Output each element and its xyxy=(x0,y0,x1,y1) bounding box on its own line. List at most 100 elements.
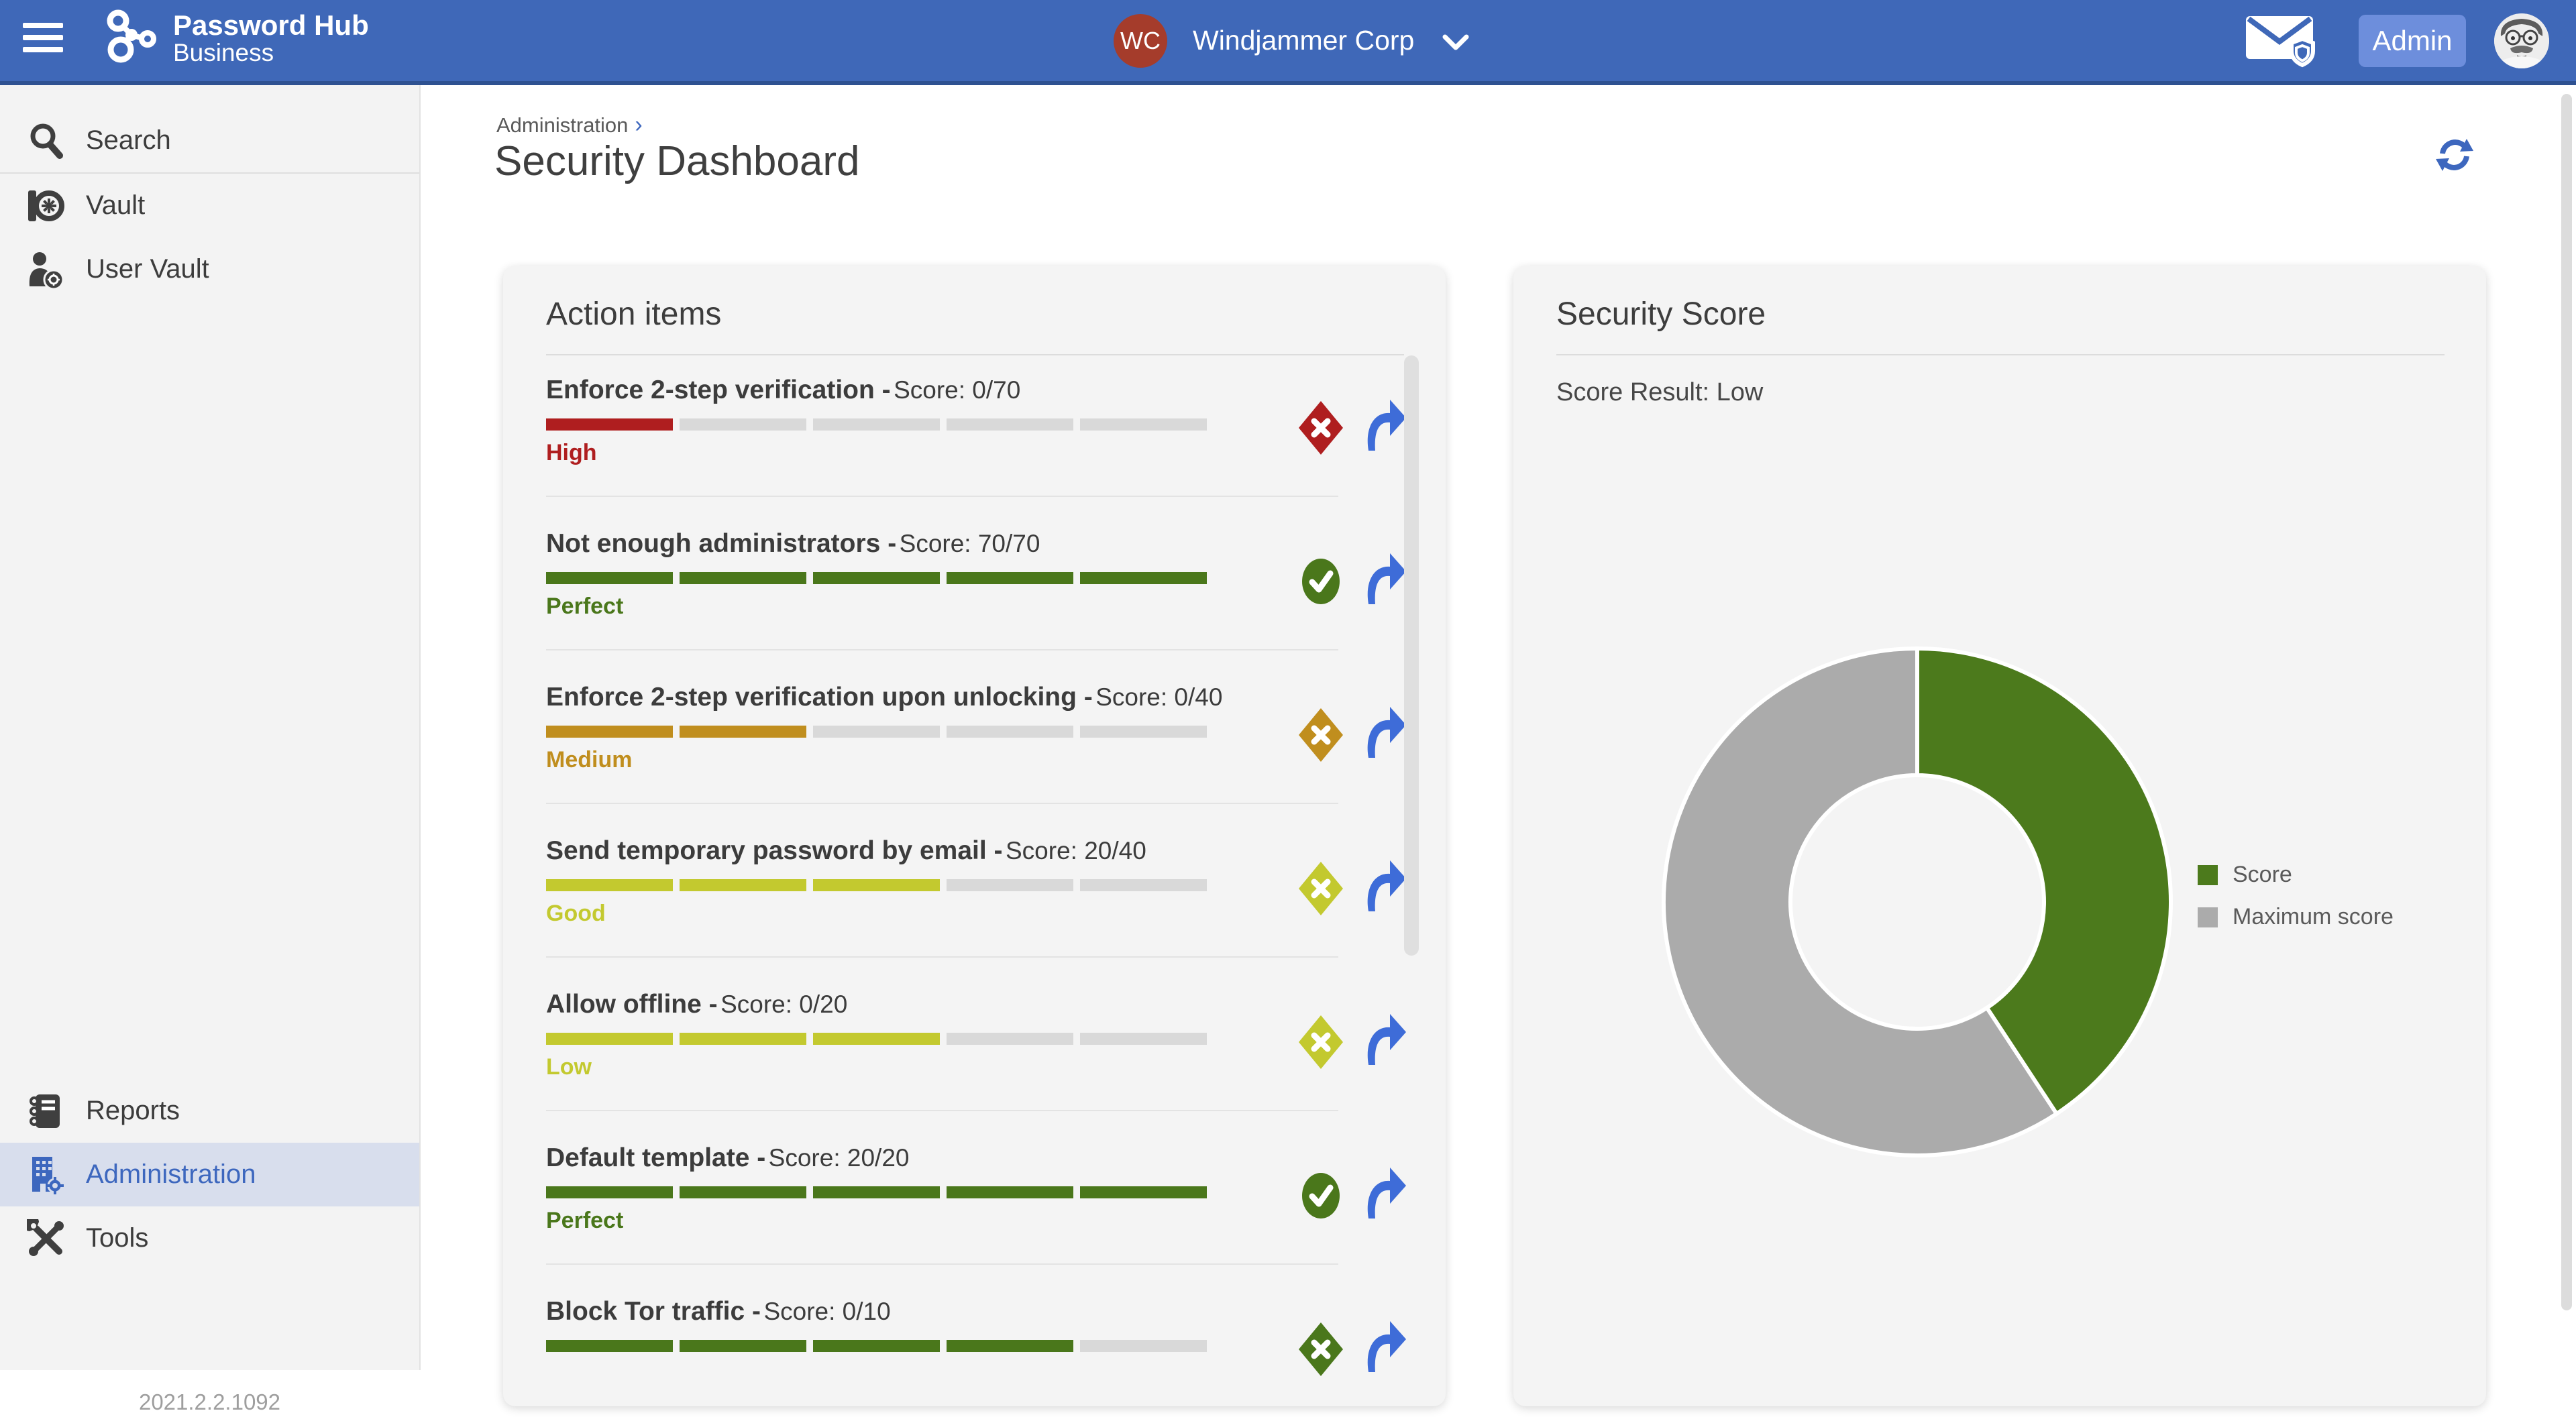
action-item-row: Send temporary password by email - Score… xyxy=(546,803,1406,956)
severity-label: Medium xyxy=(546,747,633,773)
progress-segment xyxy=(813,1033,940,1045)
progress-segment xyxy=(680,726,806,738)
resolve-arrow-icon[interactable] xyxy=(1360,1317,1409,1376)
list-scrollbar[interactable] xyxy=(1404,355,1419,956)
sidebar-item-administration[interactable]: Administration xyxy=(0,1143,419,1206)
resolve-arrow-icon[interactable] xyxy=(1360,549,1409,608)
severity-progress-bar xyxy=(546,418,1207,431)
action-item-title: Enforce 2-step verification - xyxy=(546,376,891,404)
resolve-arrow-icon[interactable] xyxy=(1360,1164,1409,1223)
app-version: 2021.2.2.1092 xyxy=(138,1390,281,1414)
action-item-score: Score: 0/70 xyxy=(894,376,1021,404)
brand-name: Password Hub xyxy=(173,9,369,42)
progress-segment xyxy=(1080,726,1207,738)
score-result-text: Score Result: Low xyxy=(1556,378,1764,406)
legend-label: Maximum score xyxy=(2233,904,2394,929)
chart-legend: Score Maximum score xyxy=(2198,862,2394,946)
action-items-list: Enforce 2-step verification - Score: 0/7… xyxy=(503,355,1446,1417)
progress-segment xyxy=(813,879,940,891)
sidebar-item-label: Search xyxy=(86,125,171,155)
action-item-row: Enforce 2-step verification - Score: 0/7… xyxy=(546,355,1406,496)
action-item-row: Enforce 2-step verification upon unlocki… xyxy=(546,649,1406,803)
severity-progress-bar xyxy=(546,1186,1207,1198)
progress-segment xyxy=(546,1340,673,1352)
sidebar-item-search[interactable]: Search xyxy=(0,109,419,172)
resolve-arrow-icon[interactable] xyxy=(1360,856,1409,915)
action-item-row: Default template - Score: 20/20 Perfect xyxy=(546,1110,1406,1263)
refresh-icon[interactable] xyxy=(2433,133,2476,176)
progress-segment xyxy=(813,418,940,431)
progress-segment xyxy=(1080,1340,1207,1352)
legend-label: Score xyxy=(2233,862,2292,887)
progress-segment xyxy=(680,418,806,431)
organization-selector[interactable]: WC Windjammer Corp xyxy=(1114,0,1469,81)
action-item-row: Block Tor traffic - Score: 0/10 xyxy=(546,1263,1406,1417)
admin-button[interactable]: Admin xyxy=(2359,14,2466,67)
progress-segment xyxy=(947,1186,1073,1198)
action-item-title: Allow offline - xyxy=(546,990,718,1019)
action-item-title: Send temporary password by email - xyxy=(546,836,1003,865)
status-check-icon xyxy=(1297,553,1344,610)
action-item-score: Score: 0/40 xyxy=(1095,683,1223,711)
legend-item-maximum-score: Maximum score xyxy=(2198,904,2394,930)
progress-segment xyxy=(1080,1186,1207,1198)
main-content: Administration › Security Dashboard Actio… xyxy=(421,85,2576,1406)
severity-label: High xyxy=(546,440,597,465)
action-item-title: Block Tor traffic - xyxy=(546,1297,761,1326)
organization-name: Windjammer Corp xyxy=(1193,25,1415,56)
sidebar-item-user-vault[interactable]: User Vault xyxy=(0,237,419,301)
donut-segment-score xyxy=(1915,646,2173,1117)
progress-segment xyxy=(546,1033,673,1045)
sidebar-item-tools[interactable]: Tools xyxy=(0,1206,419,1270)
resolve-arrow-icon[interactable] xyxy=(1360,703,1409,762)
breadcrumb[interactable]: Administration › xyxy=(496,112,643,138)
severity-progress-bar xyxy=(546,879,1207,891)
hub-logo-icon xyxy=(106,8,161,69)
progress-segment xyxy=(680,879,806,891)
status-check-icon xyxy=(1297,1168,1344,1224)
breadcrumb-section[interactable]: Administration xyxy=(496,113,629,137)
action-item-score: Score: 0/20 xyxy=(720,990,848,1018)
status-error-icon xyxy=(1297,707,1344,763)
sidebar-item-vault[interactable]: Vault xyxy=(0,174,419,237)
sidebar-item-reports[interactable]: Reports xyxy=(0,1079,419,1143)
severity-progress-bar xyxy=(546,572,1207,584)
security-score-card: Security Score Score Result: Low Score M… xyxy=(1513,266,2486,1406)
secure-mail-icon[interactable] xyxy=(2245,11,2318,71)
action-item-score: Score: 20/40 xyxy=(1006,837,1146,864)
severity-label: Good xyxy=(546,901,606,926)
app-logo: Password Hub Business xyxy=(106,8,369,69)
progress-segment xyxy=(947,726,1073,738)
resolve-arrow-icon[interactable] xyxy=(1360,396,1409,455)
progress-segment xyxy=(680,572,806,584)
action-item-score: Score: 70/70 xyxy=(899,530,1040,557)
legend-swatch-score xyxy=(2198,864,2218,885)
severity-label: Perfect xyxy=(546,1208,624,1233)
status-error-icon xyxy=(1297,860,1344,917)
sidebar: Search Vault xyxy=(0,85,421,1414)
progress-segment xyxy=(813,726,940,738)
user-avatar[interactable] xyxy=(2494,13,2549,68)
sidebar-item-label: Administration xyxy=(86,1159,256,1189)
user-vault-icon xyxy=(27,250,66,290)
resolve-arrow-icon[interactable] xyxy=(1360,1010,1409,1069)
severity-progress-bar xyxy=(546,1340,1207,1352)
progress-segment xyxy=(1080,1033,1207,1045)
page-scrollbar[interactable] xyxy=(2561,94,2572,1310)
hamburger-menu-icon[interactable] xyxy=(23,23,63,59)
action-items-heading: Action items xyxy=(546,296,722,332)
breadcrumb-chevron-icon: › xyxy=(635,112,643,137)
tools-icon xyxy=(21,1213,66,1258)
progress-segment xyxy=(546,572,673,584)
progress-segment xyxy=(546,418,673,431)
progress-segment xyxy=(1080,572,1207,584)
progress-segment xyxy=(546,1186,673,1198)
progress-segment xyxy=(813,1340,940,1352)
progress-segment xyxy=(680,1340,806,1352)
progress-segment xyxy=(947,418,1073,431)
action-items-card: Action items Enforce 2-step verification… xyxy=(503,266,1446,1406)
severity-label: Perfect xyxy=(546,593,624,619)
severity-label: Low xyxy=(546,1054,592,1080)
app-header: Password Hub Business WC Windjammer Corp… xyxy=(0,0,2576,85)
action-item-score: Score: 0/10 xyxy=(763,1298,891,1325)
